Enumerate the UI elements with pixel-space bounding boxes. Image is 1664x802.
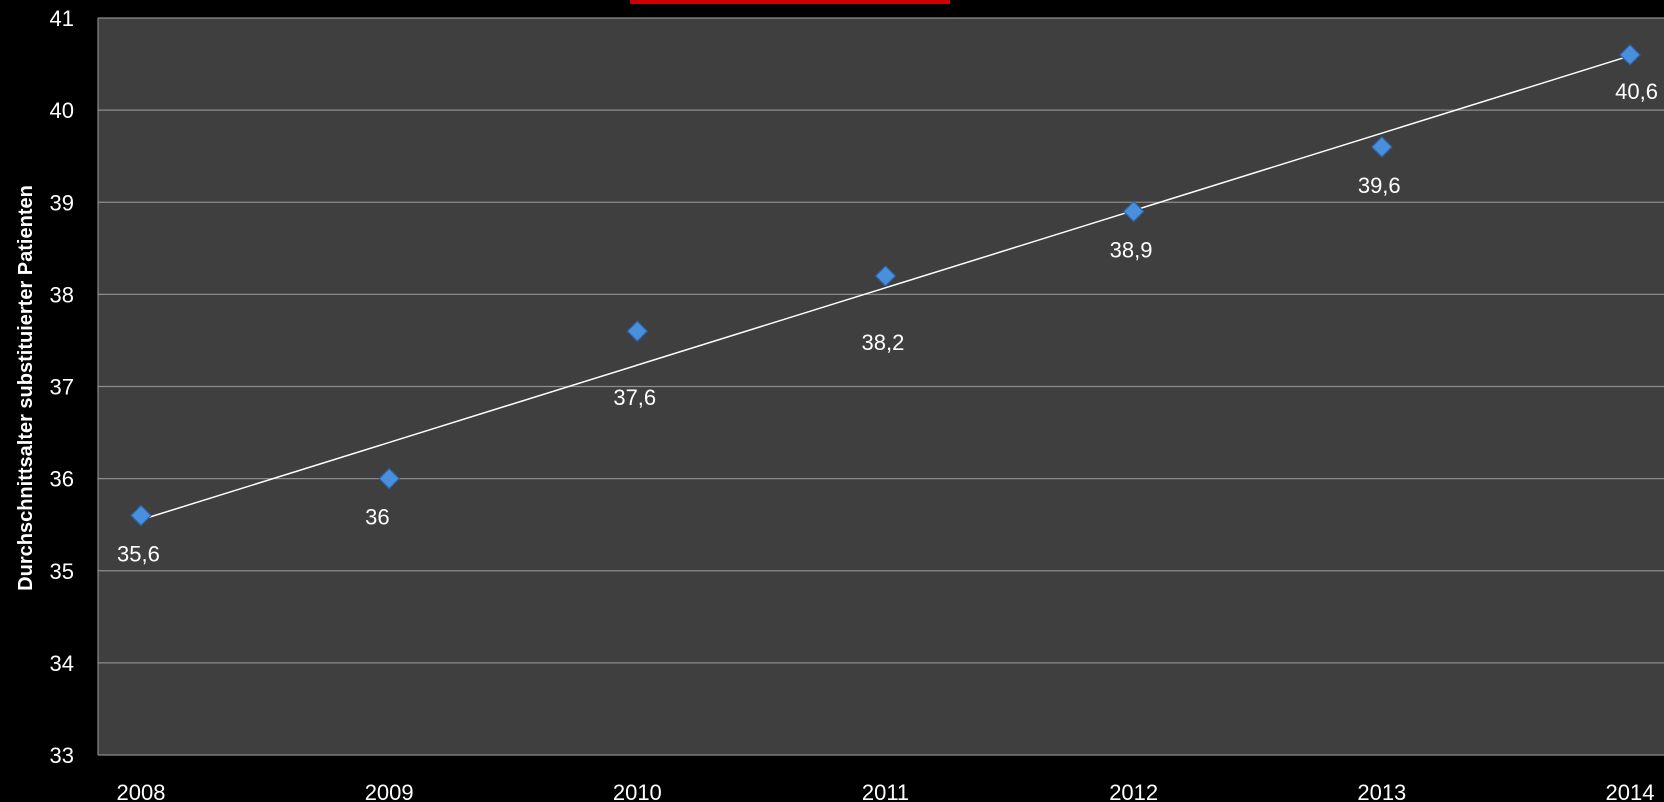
data-label: 37,6 bbox=[613, 385, 656, 410]
y-tick-label: 33 bbox=[50, 743, 74, 768]
x-tick-label: 2013 bbox=[1357, 780, 1406, 802]
x-tick-label: 2009 bbox=[365, 780, 414, 802]
data-point-marker bbox=[1122, 200, 1145, 223]
data-point-marker bbox=[378, 467, 401, 490]
x-tick-label: 2011 bbox=[862, 780, 909, 802]
y-tick-label: 35 bbox=[50, 559, 74, 584]
trendline bbox=[140, 55, 1631, 521]
x-tick-label: 2008 bbox=[117, 780, 166, 802]
data-point-marker bbox=[130, 504, 152, 527]
y-tick-label: 38 bbox=[50, 282, 74, 307]
x-tick-label: 2012 bbox=[1109, 780, 1158, 802]
data-point-marker bbox=[1370, 136, 1393, 158]
data-label: 35,6 bbox=[117, 541, 160, 566]
cropped-title-underline bbox=[630, 0, 950, 4]
data-label: 36 bbox=[365, 505, 389, 530]
y-tick-label: 34 bbox=[50, 651, 74, 676]
data-label: 40,6 bbox=[1615, 79, 1658, 104]
axes bbox=[97, 18, 1664, 756]
data-point-marker bbox=[1619, 44, 1641, 66]
data-labels: 35,6 36 37,6 38,2 38,9 39,6 40,6 bbox=[117, 79, 1658, 567]
y-tick-label: 39 bbox=[50, 190, 74, 215]
y-axis-label: Durchschnittsalter substituierter Patien… bbox=[15, 185, 37, 591]
data-point-marker bbox=[874, 265, 897, 287]
y-tick-label: 37 bbox=[50, 375, 74, 400]
x-tick-label: 2010 bbox=[613, 780, 662, 802]
y-tick-label: 41 bbox=[50, 6, 74, 31]
data-label: 38,2 bbox=[862, 330, 905, 355]
gridlines bbox=[98, 17, 1664, 664]
tick-labels: 33 34 35 36 37 38 39 40 41 2008 2009 2010 2011 2012 20… bbox=[50, 6, 1655, 802]
data-markers bbox=[130, 44, 1641, 527]
x-tick-label: 2014 bbox=[1606, 780, 1655, 802]
data-label: 38,9 bbox=[1110, 237, 1153, 262]
data-label: 39,6 bbox=[1358, 173, 1401, 198]
data-point-marker bbox=[626, 320, 649, 343]
y-tick-label: 40 bbox=[50, 98, 74, 123]
y-tick-label: 36 bbox=[50, 467, 74, 492]
